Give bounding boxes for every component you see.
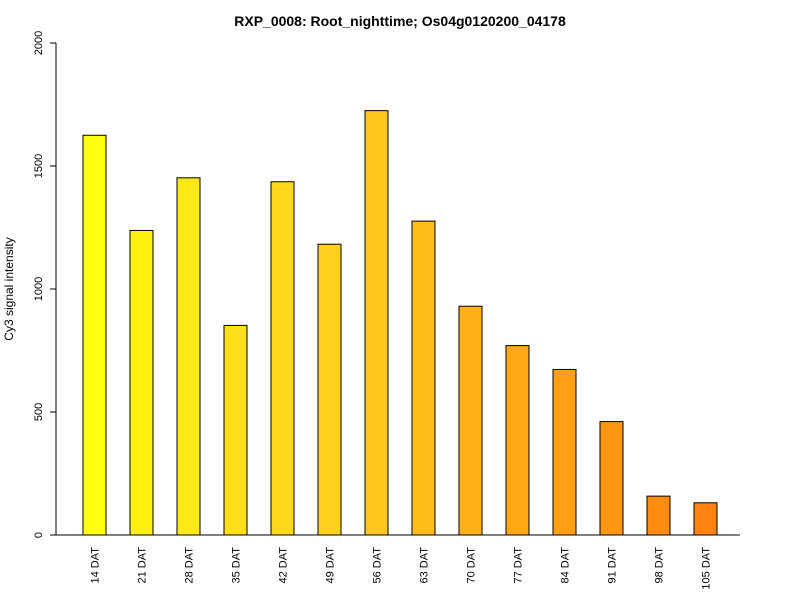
- bar-98-dat: [646, 495, 671, 536]
- chart-title: RXP_0008: Root_nighttime; Os04g0120200_0…: [234, 13, 566, 29]
- x-tick-label: 56 DAT: [372, 547, 384, 584]
- y-tick-label: 2000: [33, 31, 45, 55]
- x-tick-label: 77 DAT: [513, 547, 525, 584]
- x-tick-label: 84 DAT: [560, 547, 572, 584]
- bar-28-dat: [176, 177, 201, 536]
- bar-56-dat: [364, 110, 389, 536]
- y-tick-label: 1000: [33, 277, 45, 301]
- bar-14-dat: [82, 134, 107, 536]
- x-tick-label: 21 DAT: [137, 547, 149, 584]
- bar-91-dat: [599, 421, 624, 536]
- x-tick-label: 42 DAT: [278, 547, 290, 584]
- y-tick-label: 0: [33, 532, 45, 538]
- x-tick-label: 105 DAT: [701, 547, 713, 590]
- x-tick-label: 14 DAT: [90, 547, 102, 584]
- bar-21-dat: [129, 229, 154, 536]
- bar-49-dat: [317, 243, 342, 536]
- x-tick-label: 63 DAT: [419, 547, 431, 584]
- y-tick-label: 1500: [33, 154, 45, 178]
- x-tick-label: 35 DAT: [231, 547, 243, 584]
- x-tick-label: 70 DAT: [466, 547, 478, 584]
- x-tick-label: 49 DAT: [325, 547, 337, 584]
- y-axis-label: Cy3 signal intensity: [2, 237, 16, 340]
- bar-70-dat: [458, 305, 483, 536]
- bar-77-dat: [505, 345, 530, 536]
- x-axis-labels: 14 DAT 21 DAT 28 DAT 35 DAT 42 DAT 49 DAT 56 D…: [90, 547, 713, 590]
- x-tick-label: 28 DAT: [184, 547, 196, 584]
- bar-105-dat: [693, 502, 718, 536]
- y-axis-ticks: 0 500 1000 1500 2000: [33, 31, 56, 538]
- x-tick-label: 98 DAT: [654, 547, 666, 584]
- x-tick-label: 91 DAT: [607, 547, 619, 584]
- y-tick-label: 500: [33, 403, 45, 421]
- bar-42-dat: [270, 181, 295, 536]
- bar-63-dat: [411, 220, 436, 536]
- bar-84-dat: [552, 368, 577, 536]
- bars-group: [82, 110, 718, 536]
- bar-35-dat: [223, 324, 248, 536]
